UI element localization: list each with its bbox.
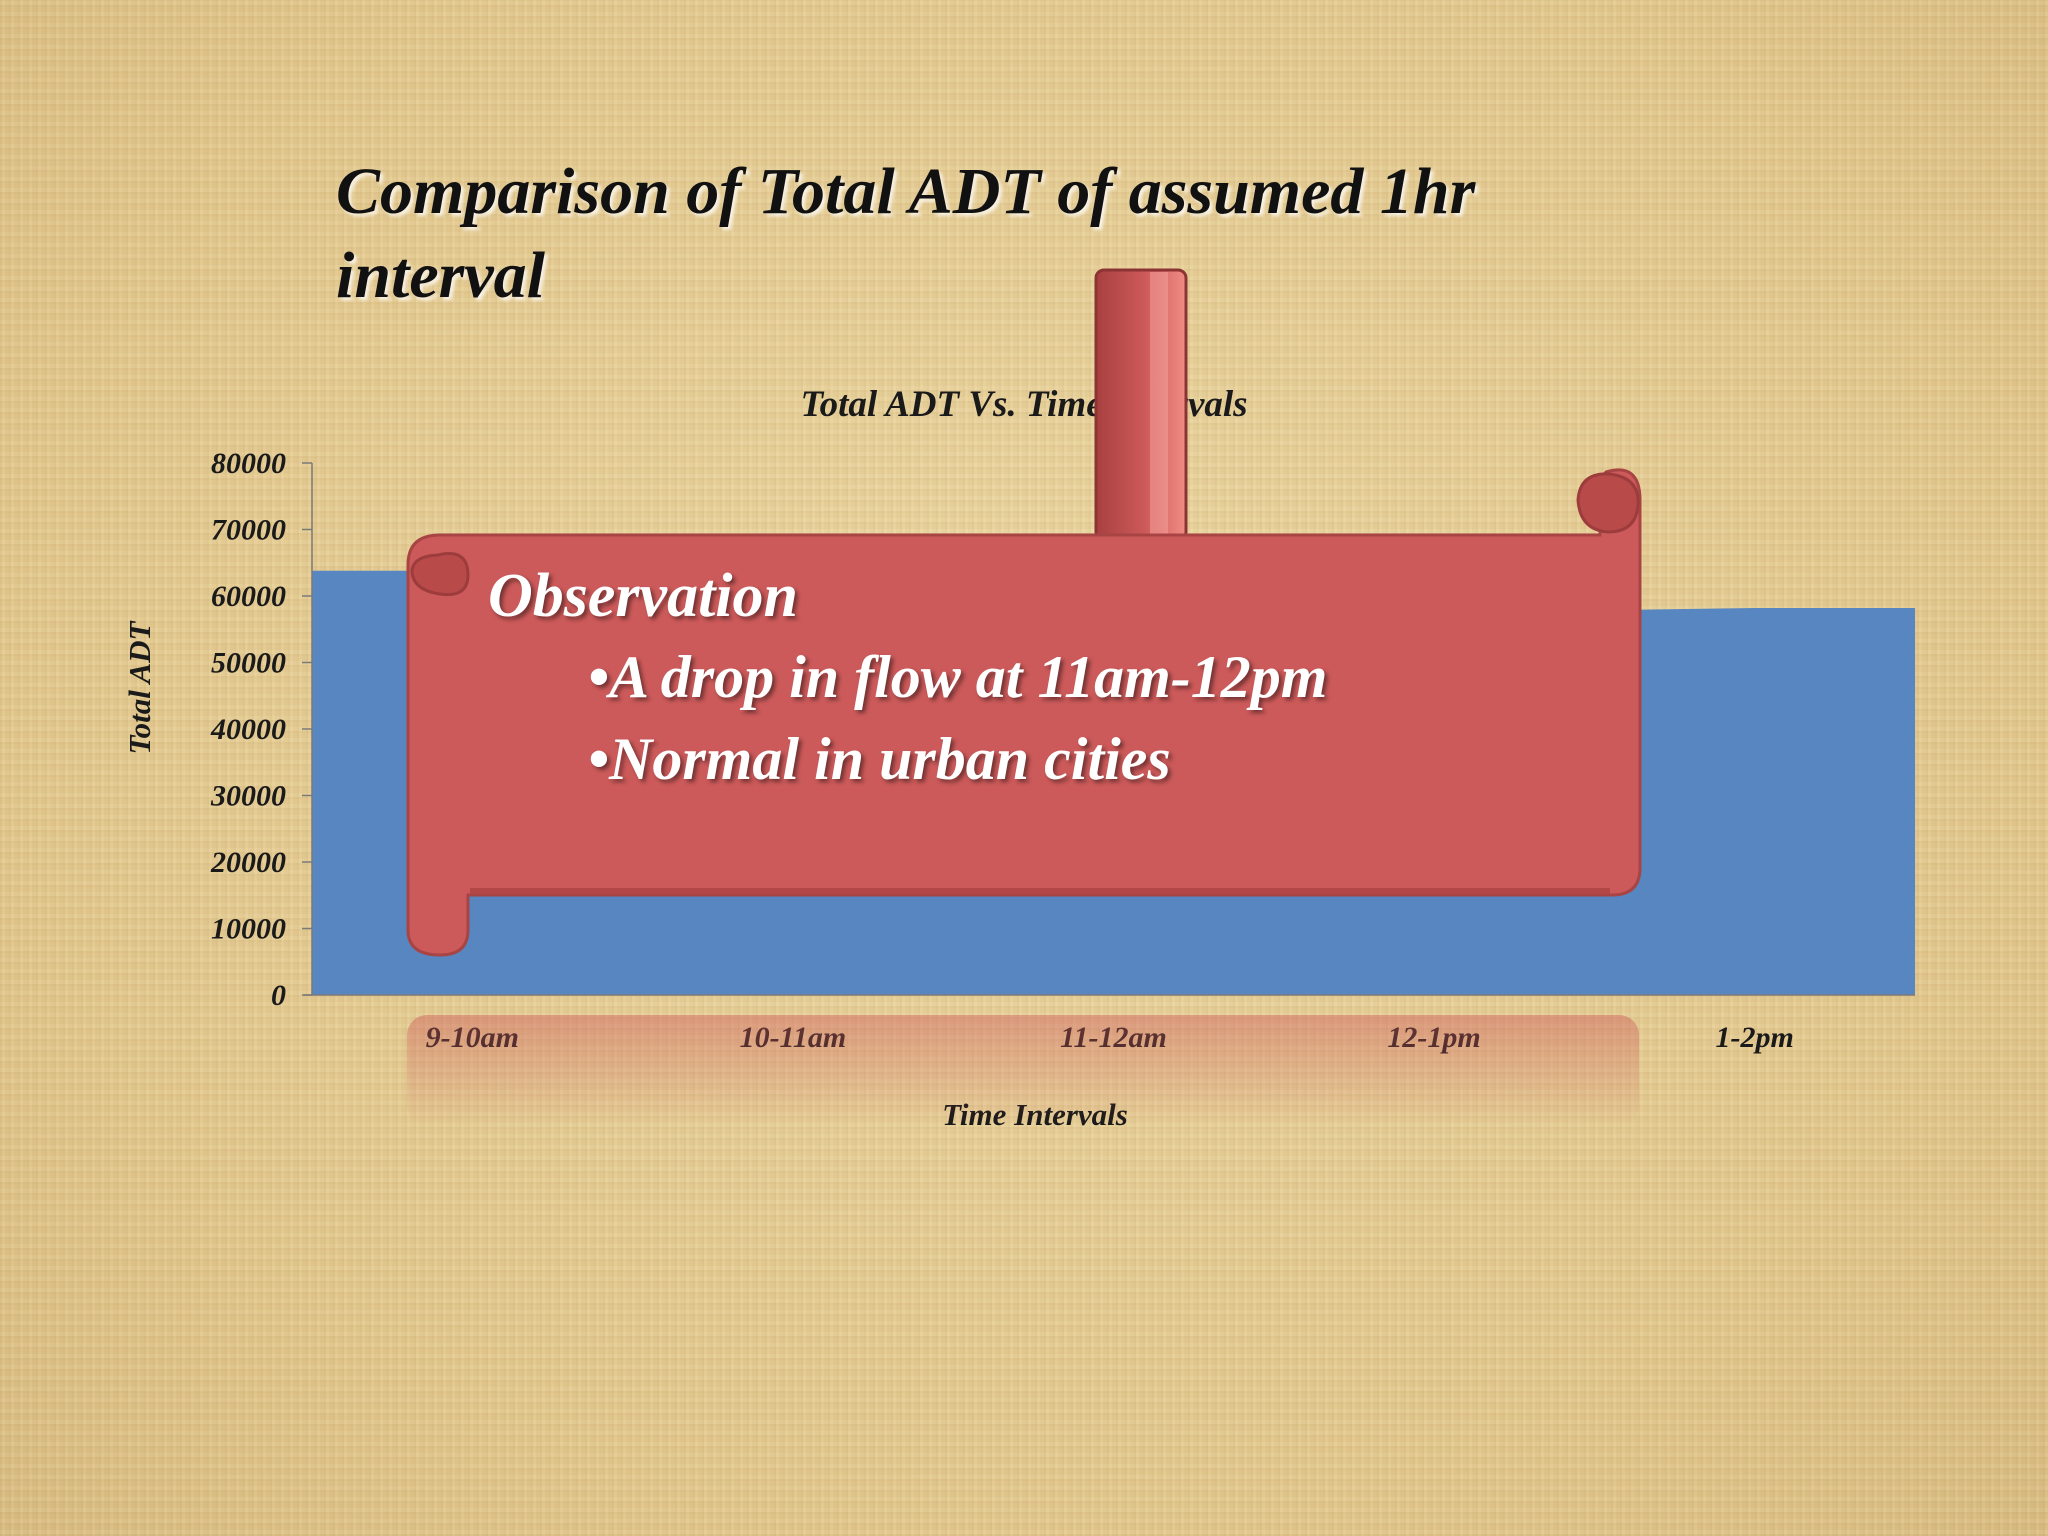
y-tick-label: 40000 <box>210 713 286 746</box>
scroll-rod <box>1094 268 1188 542</box>
y-tick-label: 60000 <box>211 580 286 613</box>
scroll-reflection <box>407 1015 1639 1125</box>
x-tick-label: 1-2pm <box>1716 1021 1794 1054</box>
y-tick-label: 30000 <box>210 780 286 813</box>
scroll-curl-right <box>1576 472 1640 534</box>
observation-callout: Observation •A drop in flow at 11am-12pm… <box>488 556 1608 800</box>
y-tick-label: 80000 <box>211 447 286 480</box>
callout-bullet: •Normal in urban cities <box>588 726 1171 792</box>
y-axis-label: Total ADT <box>122 620 157 754</box>
y-tick-label: 50000 <box>211 647 286 680</box>
y-axis-ticks: 0 10000 20000 30000 40000 50000 60000 70000 8000… <box>210 447 312 1012</box>
y-tick-label: 20000 <box>210 846 286 879</box>
callout-heading: Observation <box>488 562 798 630</box>
callout-bullet: •A drop in flow at 11am-12pm <box>588 644 1328 710</box>
callout-list: •A drop in flow at 11am-12pm •Normal in … <box>488 636 1608 800</box>
scroll-callout <box>406 268 1642 1125</box>
y-tick-label: 0 <box>271 979 286 1012</box>
scroll-banner <box>406 468 1642 957</box>
scroll-rod-highlight <box>1150 272 1168 538</box>
scroll-bottom-edge <box>470 888 1610 894</box>
slide-title: Comparison of Total ADT of assumed 1hr i… <box>336 155 1476 312</box>
y-tick-label: 10000 <box>211 913 286 946</box>
scroll-curl-left <box>410 552 470 597</box>
y-tick-label: 70000 <box>211 514 286 547</box>
